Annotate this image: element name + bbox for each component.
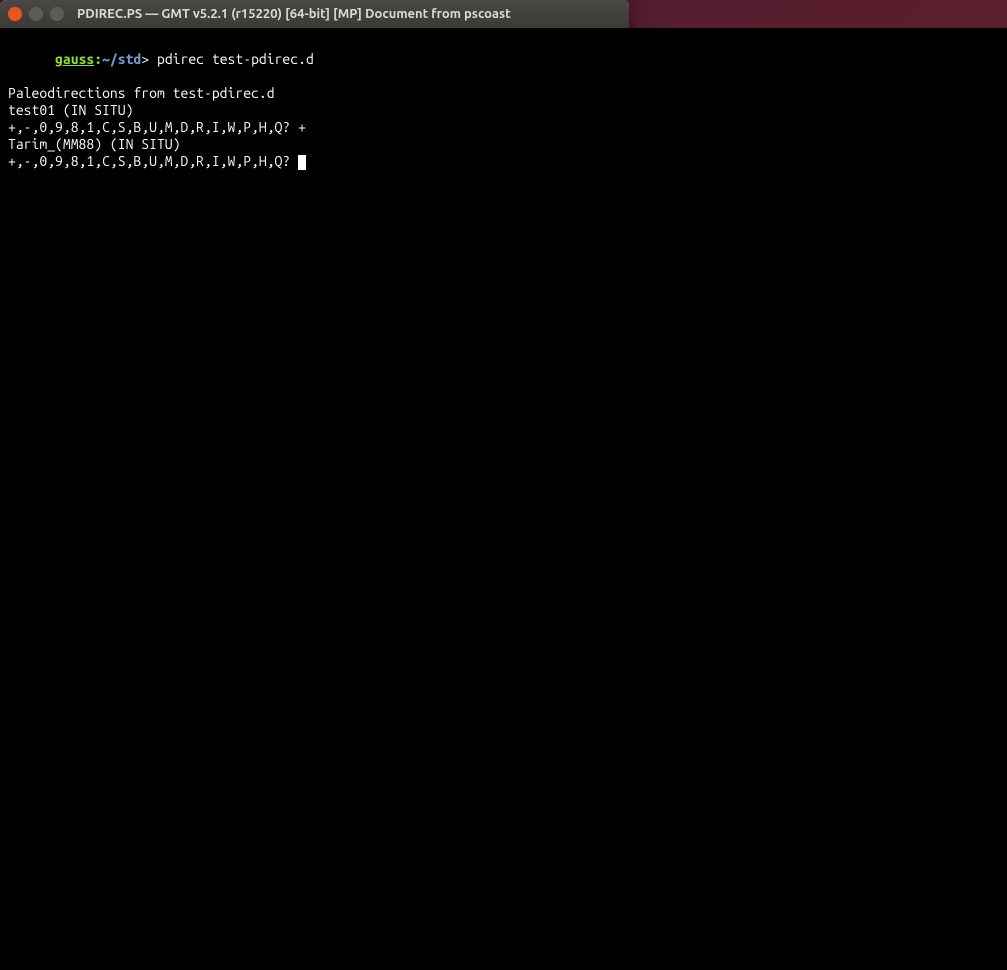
terminal-output-line: +,-,0,9,8,1,C,S,B,U,M,D,R,I,W,P,H,Q? +	[8, 119, 999, 136]
terminal-output-line: test01 (IN SITU)	[8, 102, 999, 119]
terminal-body[interactable]: gauss:~/std> pdirec test-pdirec.d Paleod…	[0, 28, 1007, 970]
viewer-title: PDIREC.PS — GMT v5.2.1 (r15220) [64-bit]…	[77, 7, 511, 21]
close-icon[interactable]	[8, 7, 22, 21]
terminal-path: ~/std	[102, 51, 141, 67]
minimize-icon[interactable]	[29, 7, 43, 21]
terminal-cursor	[298, 155, 306, 170]
terminal-output-line: Tarim_(MM88) (IN SITU)	[8, 136, 999, 153]
viewer-titlebar[interactable]: PDIREC.PS — GMT v5.2.1 (r15220) [64-bit]…	[0, 0, 629, 28]
terminal-output-line: Paleodirections from test-pdirec.d	[8, 85, 999, 102]
terminal-window: 端末 gauss:~/std> pdirec test-pdirec.d Pal…	[0, 0, 379, 271]
terminal-prompt-line: gauss:~/std> pdirec test-pdirec.d	[8, 34, 999, 85]
terminal-output-line: +,-,0,9,8,1,C,S,B,U,M,D,R,I,W,P,H,Q?	[8, 153, 999, 170]
maximize-icon[interactable]	[50, 7, 64, 21]
terminal-command: pdirec test-pdirec.d	[157, 51, 314, 67]
terminal-user: gauss	[55, 51, 94, 67]
